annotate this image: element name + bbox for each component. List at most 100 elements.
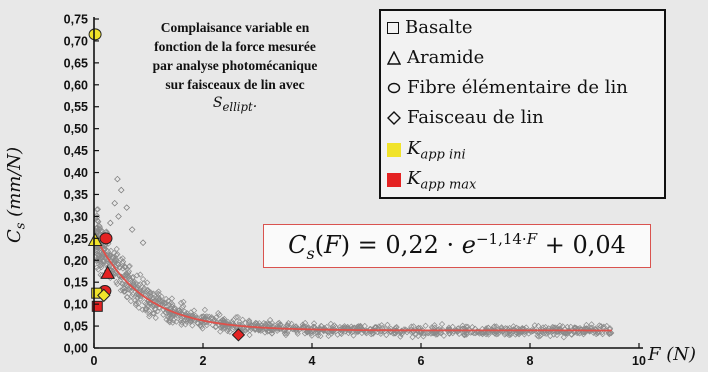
y-tick-label: 0,30 xyxy=(64,210,88,224)
scatter-point xyxy=(188,318,195,325)
scatter-point xyxy=(216,311,223,318)
scatter-point xyxy=(328,330,335,337)
scatter-point xyxy=(166,317,173,324)
scatter-outlier xyxy=(139,239,147,247)
scatter-point xyxy=(461,332,468,339)
y-tick-label: 0,05 xyxy=(64,320,88,334)
scatter-point xyxy=(301,330,309,337)
scatter-point xyxy=(596,322,603,329)
legend-item-kapp-ini: Kapp ini xyxy=(387,138,466,163)
scatter-point xyxy=(366,325,374,333)
scatter-outlier xyxy=(115,213,122,220)
scatter-point xyxy=(208,315,215,322)
scatter-point xyxy=(310,320,318,327)
scatter-point xyxy=(93,250,100,257)
scatter-point xyxy=(141,285,148,292)
scatter-point xyxy=(96,224,103,231)
scatter-point xyxy=(434,331,441,338)
scatter-point xyxy=(422,322,429,329)
scatter-point xyxy=(113,278,120,286)
scatter-point xyxy=(268,327,275,334)
legend-label-kapp-max: Kapp max xyxy=(407,168,477,193)
y-tick-label: 0,40 xyxy=(64,166,88,180)
scatter-point xyxy=(147,289,154,296)
scatter-point xyxy=(124,293,131,300)
fit-layer xyxy=(95,238,612,332)
scatter-point xyxy=(209,321,216,329)
scatter-point xyxy=(381,325,388,333)
scatter-outlier xyxy=(114,175,121,183)
scatter-point xyxy=(132,297,139,304)
diamond-icon xyxy=(387,110,401,125)
scatter-point xyxy=(114,280,121,288)
y-tick-label: 0,45 xyxy=(64,144,88,158)
scatter-point xyxy=(491,330,499,337)
scatter-point xyxy=(100,258,108,265)
scatter-point xyxy=(472,330,479,337)
scatter-point xyxy=(142,307,149,314)
scatter-point xyxy=(120,288,128,295)
highlight-point xyxy=(99,232,113,245)
legend-label: Fibre élémentaire de lin xyxy=(407,77,628,98)
scatter-point xyxy=(431,322,438,329)
scatter-point xyxy=(177,299,185,306)
y-tick-label: 0,60 xyxy=(64,78,88,92)
highlight-layer xyxy=(87,28,246,342)
scatter-point xyxy=(531,322,538,329)
legend-item-basalte: Basalte xyxy=(387,17,473,38)
scatter-outlier xyxy=(123,204,130,211)
legend-item-kapp-max: Kapp max xyxy=(387,168,476,193)
legend-label: Faisceau de lin xyxy=(407,107,544,128)
scatter-point xyxy=(299,321,306,328)
scatter-point xyxy=(123,282,130,289)
legend-item-fibre: Fibre élémentaire de lin xyxy=(387,77,628,98)
scatter-point xyxy=(252,319,259,327)
x-tick-label: 8 xyxy=(527,354,534,368)
x-tick-label: 6 xyxy=(418,354,425,368)
scatter-point xyxy=(124,272,131,279)
scatter-point xyxy=(152,314,159,321)
scatter-point xyxy=(308,328,315,335)
fit-equation: Cs(F) = 0,22 · e−1,14·F + 0,04 xyxy=(263,224,651,268)
scatter-point xyxy=(153,289,161,297)
scatter-point xyxy=(147,293,155,300)
scatter-point xyxy=(248,325,255,332)
scatter-point xyxy=(260,319,267,327)
scatter-point xyxy=(562,330,570,337)
scatter-point xyxy=(537,332,544,339)
scatter-point xyxy=(213,323,220,330)
highlight-point xyxy=(231,328,246,342)
scatter-point xyxy=(525,330,532,337)
square-icon xyxy=(387,21,399,34)
scatter-point xyxy=(494,330,501,337)
scatter-outlier xyxy=(111,199,119,207)
scatter-point xyxy=(408,323,415,330)
scatter-outlier xyxy=(107,219,114,227)
circle-icon xyxy=(387,82,401,93)
scatter-point xyxy=(127,298,135,305)
scatter-point xyxy=(118,273,125,280)
scatter-point xyxy=(125,269,132,277)
scatter-point xyxy=(220,319,227,326)
highlight-point xyxy=(87,232,103,247)
scatter-point xyxy=(462,323,470,330)
scatter-point xyxy=(119,265,126,272)
scatter-point xyxy=(473,329,481,336)
scatter-point xyxy=(180,317,187,324)
scatter-point xyxy=(150,310,158,317)
y-tick-label: 0,70 xyxy=(64,34,88,48)
scatter-point xyxy=(106,252,113,259)
scatter-point xyxy=(119,280,126,287)
scatter-point xyxy=(253,320,260,327)
scatter-point xyxy=(606,330,613,338)
y-tick-label: 0,20 xyxy=(64,254,88,268)
scatter-point xyxy=(606,326,613,333)
scatter-point xyxy=(282,331,289,339)
scatter-point xyxy=(447,326,454,334)
scatter-point xyxy=(387,325,394,332)
scatter-point xyxy=(236,319,243,326)
scatter-point xyxy=(597,323,605,330)
scatter-point xyxy=(101,245,108,252)
scatter-point xyxy=(607,329,614,336)
